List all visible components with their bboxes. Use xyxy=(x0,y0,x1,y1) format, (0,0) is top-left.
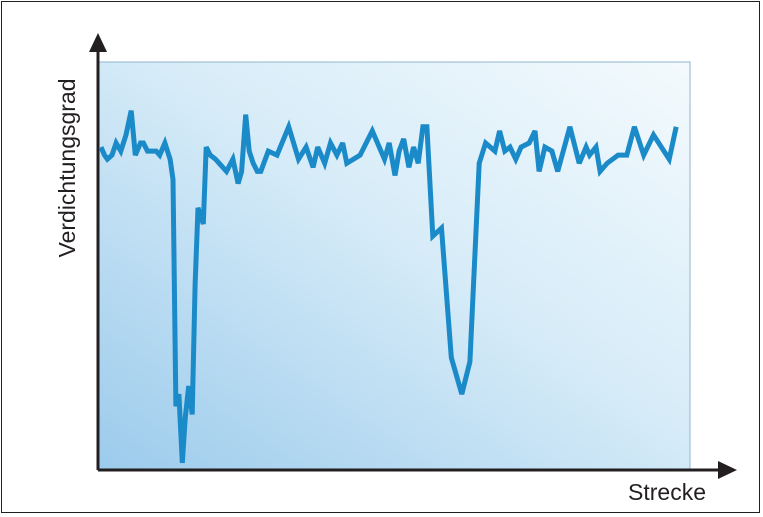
series-line-0 xyxy=(98,110,679,464)
series-layer xyxy=(98,110,679,464)
y-axis-title: Verdichtungsgrad xyxy=(54,78,80,257)
x-axis-title: Strecke xyxy=(628,479,706,505)
axes xyxy=(89,33,737,479)
y-axis-arrow xyxy=(89,33,107,52)
x-axis-arrow xyxy=(718,461,737,479)
